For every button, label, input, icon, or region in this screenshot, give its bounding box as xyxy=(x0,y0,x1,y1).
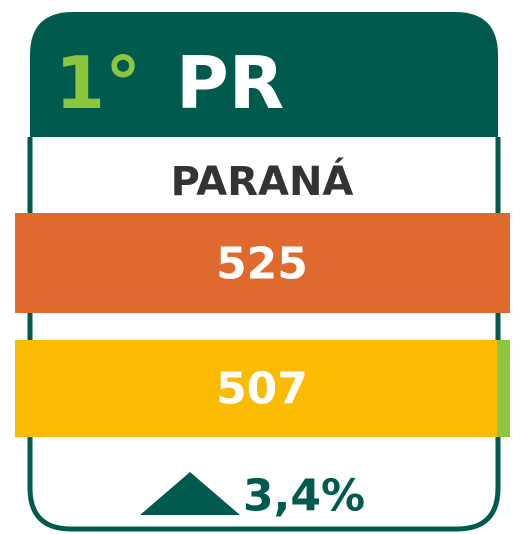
top-value: 525 xyxy=(216,239,308,290)
rank: 1° xyxy=(55,41,141,125)
up-arrow xyxy=(140,472,240,515)
state-code: PR xyxy=(176,41,284,125)
state-name: PARANÁ xyxy=(171,157,354,205)
bottom-value: 507 xyxy=(216,364,308,415)
card-border xyxy=(27,137,501,532)
change: 3,4% xyxy=(243,471,365,522)
top-value-bar xyxy=(15,213,510,313)
card-header xyxy=(30,12,498,137)
bottom-value-bar xyxy=(15,340,498,437)
bar-accent xyxy=(497,340,510,437)
